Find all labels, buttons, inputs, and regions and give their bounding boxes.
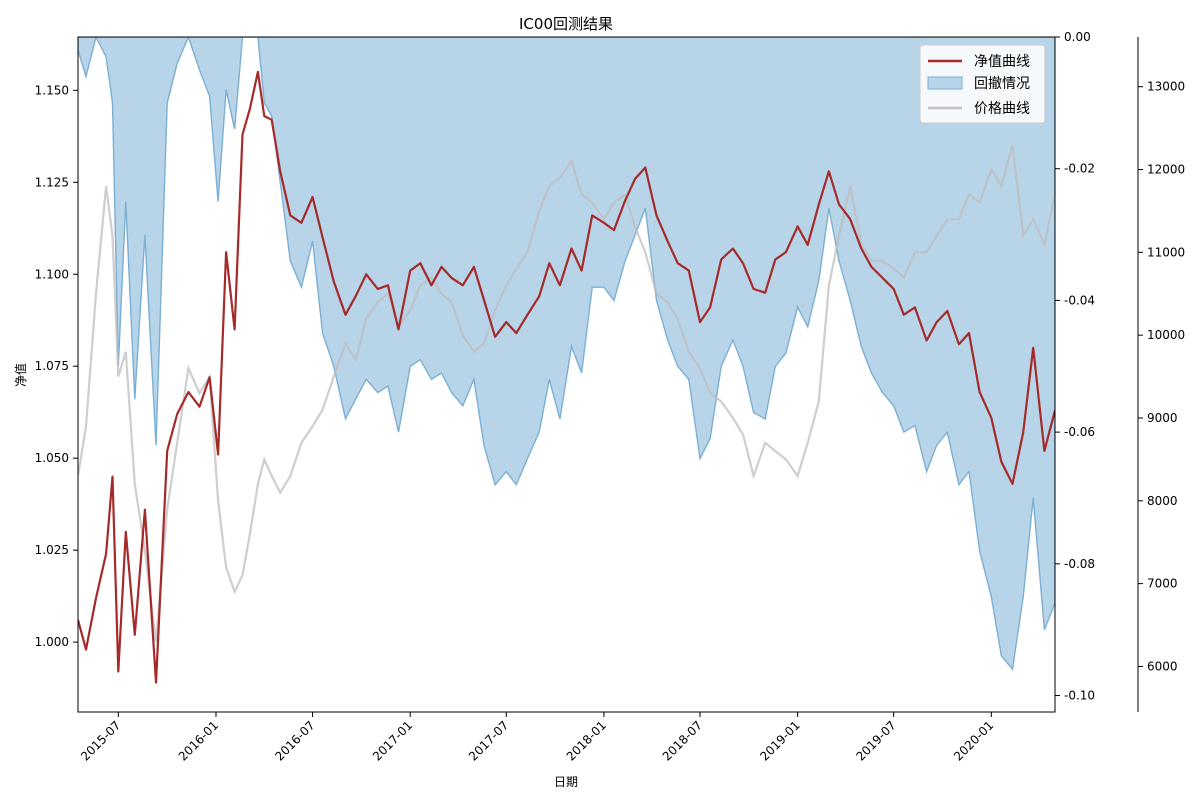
y-drawdown-tick-label: -0.08 bbox=[1064, 557, 1095, 571]
y-left-tick-label: 1.150 bbox=[35, 83, 69, 97]
y-drawdown-tick-label: -0.02 bbox=[1064, 162, 1095, 176]
legend-drawdown-label: 回撤情况 bbox=[974, 76, 1030, 92]
chart-title: IC00回测结果 bbox=[519, 15, 613, 33]
legend-nav-label: 净值曲线 bbox=[974, 54, 1030, 70]
plot-area bbox=[78, 37, 1055, 684]
y-price-tick-label: 11000 bbox=[1147, 245, 1185, 259]
y-price-tick-label: 13000 bbox=[1147, 80, 1185, 94]
y-drawdown-tick-label: 0.00 bbox=[1064, 30, 1091, 44]
y-price-tick-label: 6000 bbox=[1147, 659, 1178, 673]
y-drawdown-tick-label: -0.10 bbox=[1064, 689, 1095, 703]
y-left-tick-label: 1.025 bbox=[35, 543, 69, 557]
y-price-tick-label: 9000 bbox=[1147, 411, 1178, 425]
y-drawdown-tick-label: -0.06 bbox=[1064, 425, 1095, 439]
legend: 净值曲线 回撤情况 价格曲线 bbox=[919, 44, 1046, 124]
y-left-tick-label: 1.050 bbox=[35, 451, 69, 465]
plot-frame bbox=[77, 36, 1056, 713]
series-price-line bbox=[78, 144, 1055, 642]
y-left-tick-label: 1.000 bbox=[35, 635, 69, 649]
series-drawdown-area bbox=[78, 37, 1055, 671]
y-left-tick-label: 1.125 bbox=[35, 175, 69, 189]
legend-drawdown-swatch bbox=[927, 76, 963, 90]
y-price-tick-label: 8000 bbox=[1147, 494, 1178, 508]
y-price-tick-label: 7000 bbox=[1147, 577, 1178, 591]
y-axis-label: 净值 bbox=[13, 363, 28, 387]
y-left-tick-label: 1.075 bbox=[35, 359, 69, 373]
series-nav-line bbox=[78, 70, 1055, 684]
y-drawdown-tick-label: -0.04 bbox=[1064, 293, 1095, 307]
legend-price-label: 价格曲线 bbox=[974, 101, 1030, 117]
y-price-tick-label: 10000 bbox=[1147, 328, 1185, 342]
legend-box bbox=[919, 44, 1046, 124]
y-left-tick-label: 1.100 bbox=[35, 267, 69, 281]
y-price-tick-label: 12000 bbox=[1147, 163, 1185, 177]
x-axis-label: 日期 bbox=[554, 775, 578, 789]
